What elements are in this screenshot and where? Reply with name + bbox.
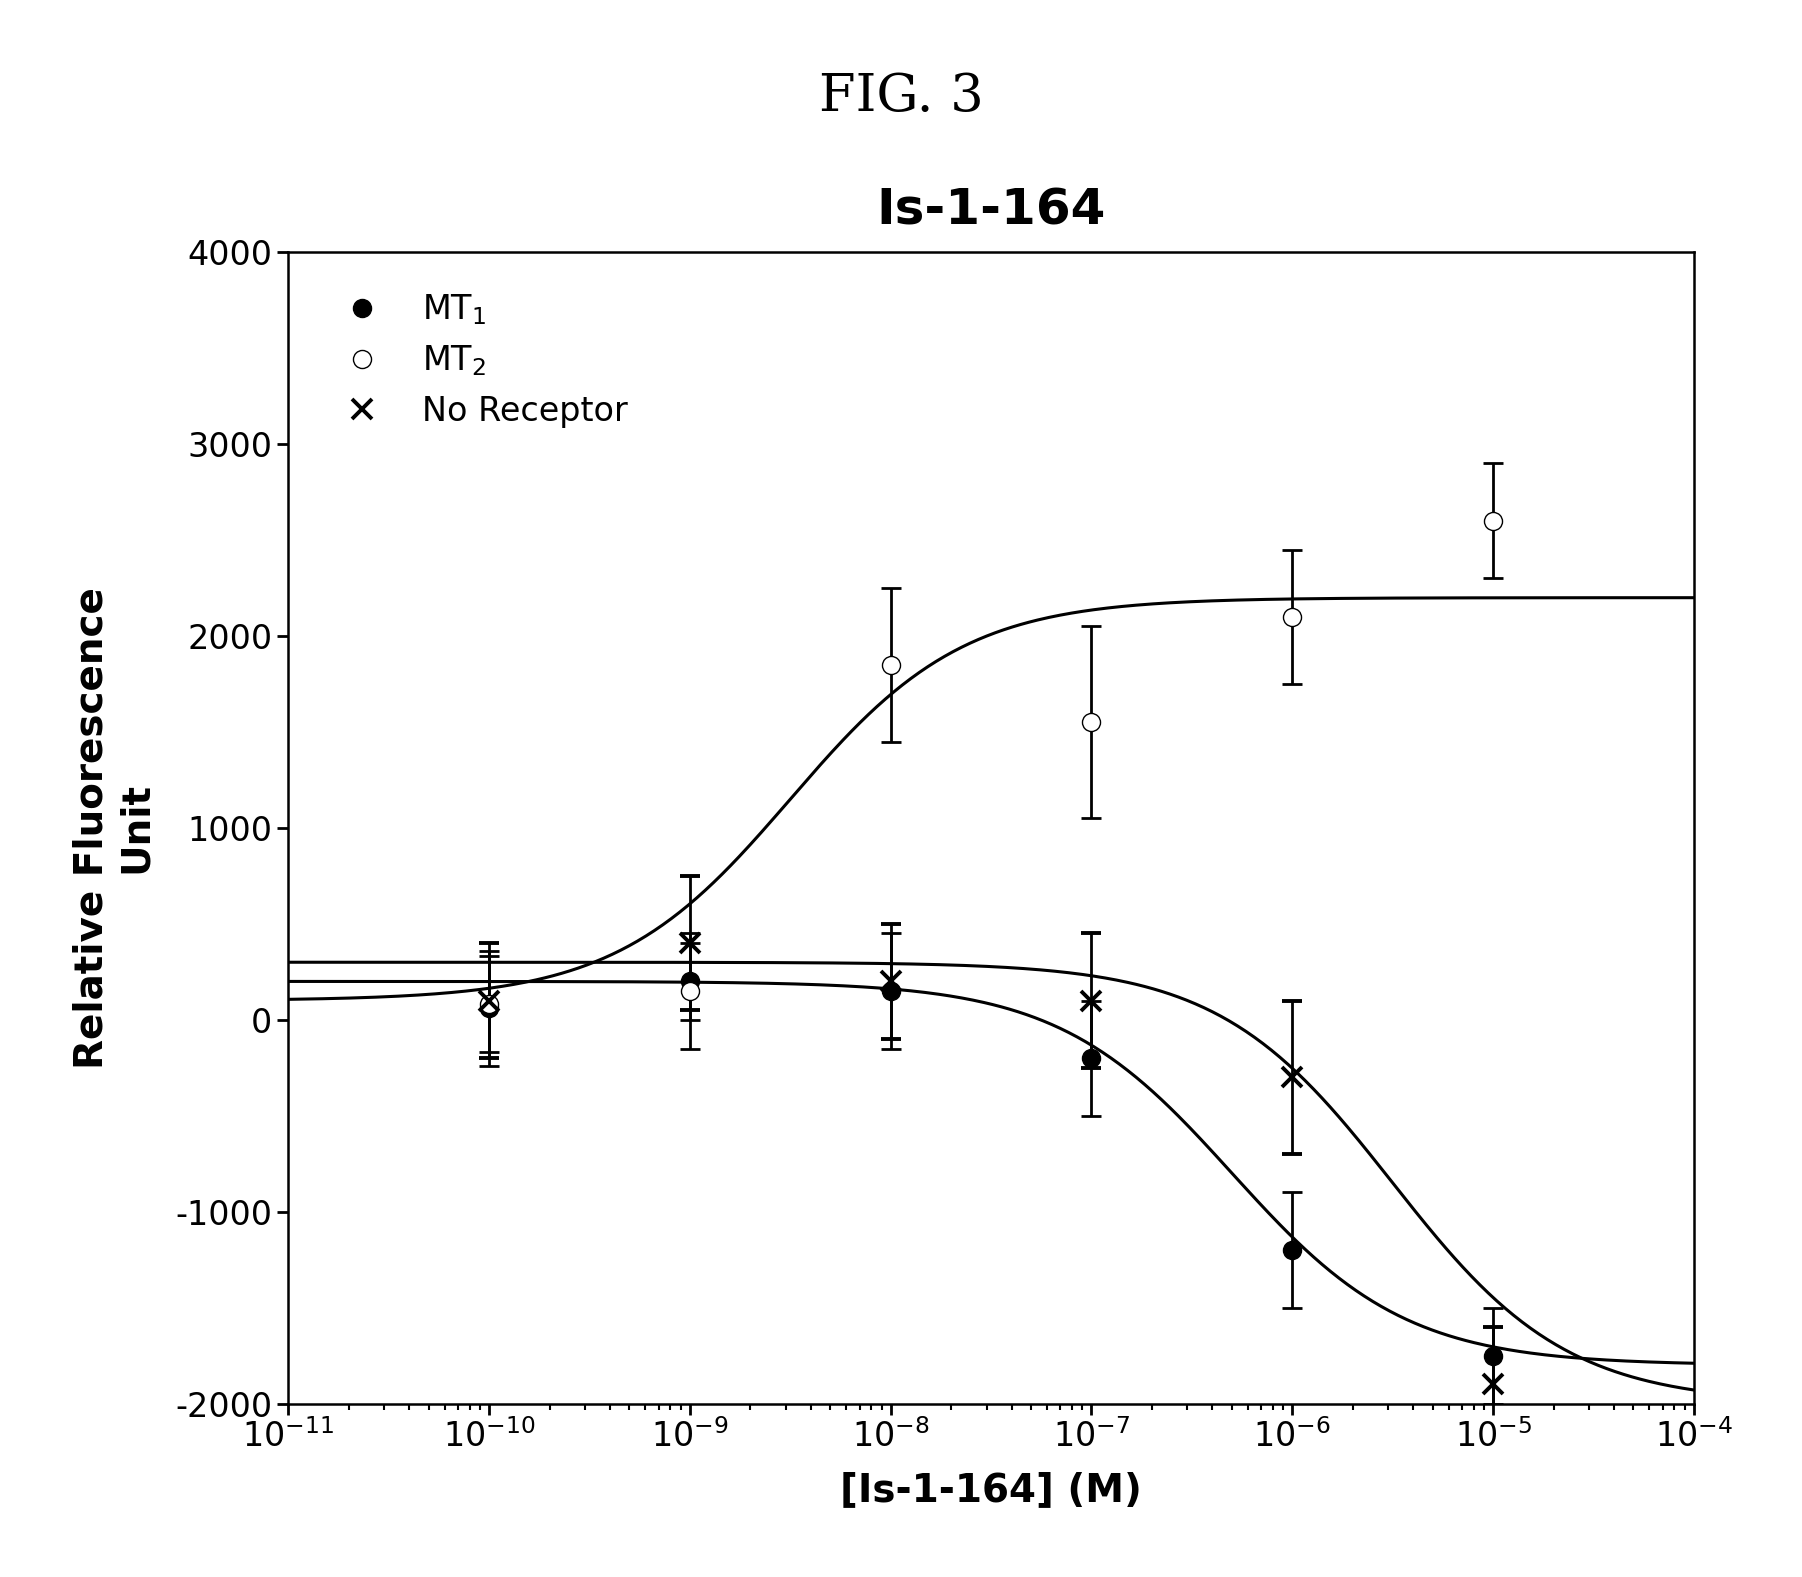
Y-axis label: Relative Fluorescence
Unit: Relative Fluorescence Unit [72,587,155,1069]
X-axis label: [Is-1-164] (M): [Is-1-164] (M) [840,1471,1142,1509]
Title: Is-1-164: Is-1-164 [876,186,1106,235]
Legend: MT$_1$, MT$_2$, No Receptor: MT$_1$, MT$_2$, No Receptor [305,270,651,451]
Text: FIG. 3: FIG. 3 [818,71,984,121]
